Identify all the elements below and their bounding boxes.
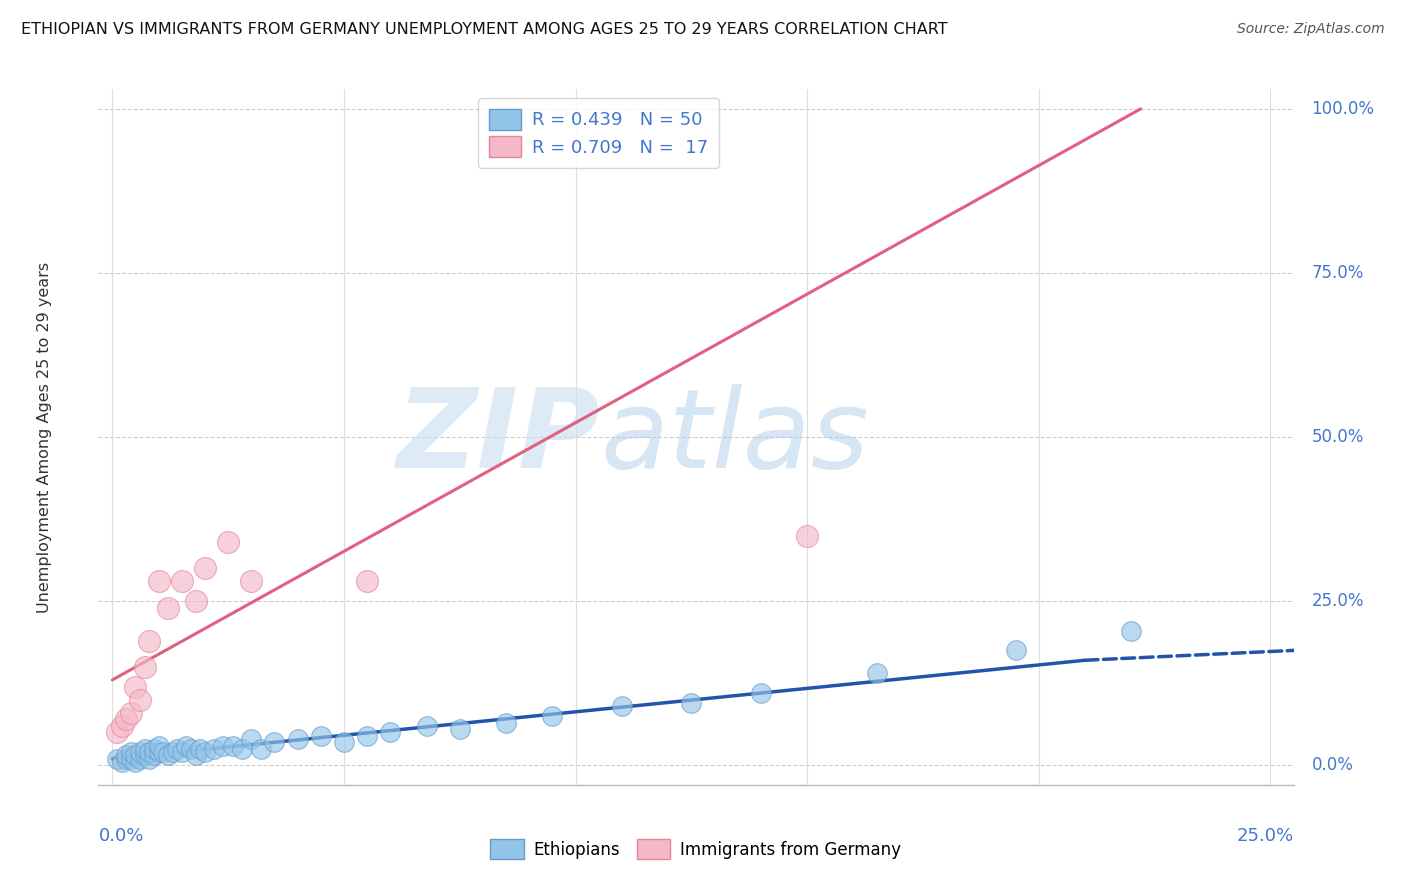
- Point: [148, 739, 170, 753]
- Point: [212, 739, 235, 753]
- Point: [162, 745, 184, 759]
- Point: [1121, 624, 1143, 638]
- Point: [124, 680, 146, 694]
- Text: ZIP: ZIP: [396, 384, 600, 491]
- Point: [380, 725, 402, 739]
- Point: [110, 755, 132, 769]
- Point: [115, 752, 138, 766]
- Point: [796, 528, 818, 542]
- Point: [105, 725, 128, 739]
- Point: [129, 752, 152, 766]
- Point: [356, 574, 378, 589]
- Text: ETHIOPIAN VS IMMIGRANTS FROM GERMANY UNEMPLOYMENT AMONG AGES 25 TO 29 YEARS CORR: ETHIOPIAN VS IMMIGRANTS FROM GERMANY UNE…: [21, 22, 948, 37]
- Text: Unemployment Among Ages 25 to 29 years: Unemployment Among Ages 25 to 29 years: [37, 261, 52, 613]
- Point: [138, 745, 160, 759]
- Point: [240, 574, 263, 589]
- Point: [120, 752, 142, 766]
- Point: [170, 574, 193, 589]
- Point: [416, 719, 439, 733]
- Point: [120, 706, 142, 720]
- Point: [138, 633, 160, 648]
- Text: Source: ZipAtlas.com: Source: ZipAtlas.com: [1237, 22, 1385, 37]
- Point: [681, 696, 703, 710]
- Point: [356, 729, 378, 743]
- Point: [124, 755, 146, 769]
- Point: [176, 739, 198, 753]
- Point: [217, 535, 239, 549]
- Point: [865, 666, 887, 681]
- Legend: Ethiopians, Immigrants from Germany: Ethiopians, Immigrants from Germany: [482, 831, 910, 867]
- Point: [541, 709, 564, 723]
- Point: [309, 729, 332, 743]
- Point: [249, 742, 271, 756]
- Point: [138, 752, 160, 766]
- Point: [148, 745, 170, 759]
- Point: [202, 742, 225, 756]
- Point: [129, 745, 152, 759]
- Point: [134, 742, 156, 756]
- Point: [449, 722, 471, 736]
- Point: [180, 742, 202, 756]
- Point: [110, 719, 132, 733]
- Point: [166, 742, 188, 756]
- Point: [134, 660, 156, 674]
- Point: [156, 600, 179, 615]
- Point: [495, 715, 517, 730]
- Point: [333, 735, 356, 749]
- Point: [115, 712, 138, 726]
- Point: [129, 692, 152, 706]
- Point: [143, 748, 166, 763]
- Point: [610, 699, 633, 714]
- Point: [148, 574, 170, 589]
- Text: atlas: atlas: [600, 384, 869, 491]
- Point: [1004, 643, 1026, 657]
- Point: [263, 735, 285, 749]
- Point: [287, 731, 309, 746]
- Point: [143, 742, 166, 756]
- Point: [231, 742, 253, 756]
- Point: [105, 752, 128, 766]
- Point: [184, 594, 207, 608]
- Text: 100.0%: 100.0%: [1312, 100, 1375, 118]
- Point: [194, 745, 217, 759]
- Point: [222, 739, 245, 753]
- Point: [188, 742, 211, 756]
- Point: [120, 745, 142, 759]
- Text: 25.0%: 25.0%: [1236, 827, 1294, 845]
- Point: [170, 745, 193, 759]
- Point: [749, 686, 772, 700]
- Point: [124, 748, 146, 763]
- Text: 0.0%: 0.0%: [1312, 756, 1354, 774]
- Text: 75.0%: 75.0%: [1312, 264, 1364, 282]
- Point: [152, 745, 174, 759]
- Text: 50.0%: 50.0%: [1312, 428, 1364, 446]
- Point: [156, 748, 179, 763]
- Point: [134, 748, 156, 763]
- Point: [115, 748, 138, 763]
- Point: [240, 731, 263, 746]
- Text: 25.0%: 25.0%: [1312, 592, 1364, 610]
- Point: [184, 748, 207, 763]
- Text: 0.0%: 0.0%: [98, 827, 143, 845]
- Point: [194, 561, 217, 575]
